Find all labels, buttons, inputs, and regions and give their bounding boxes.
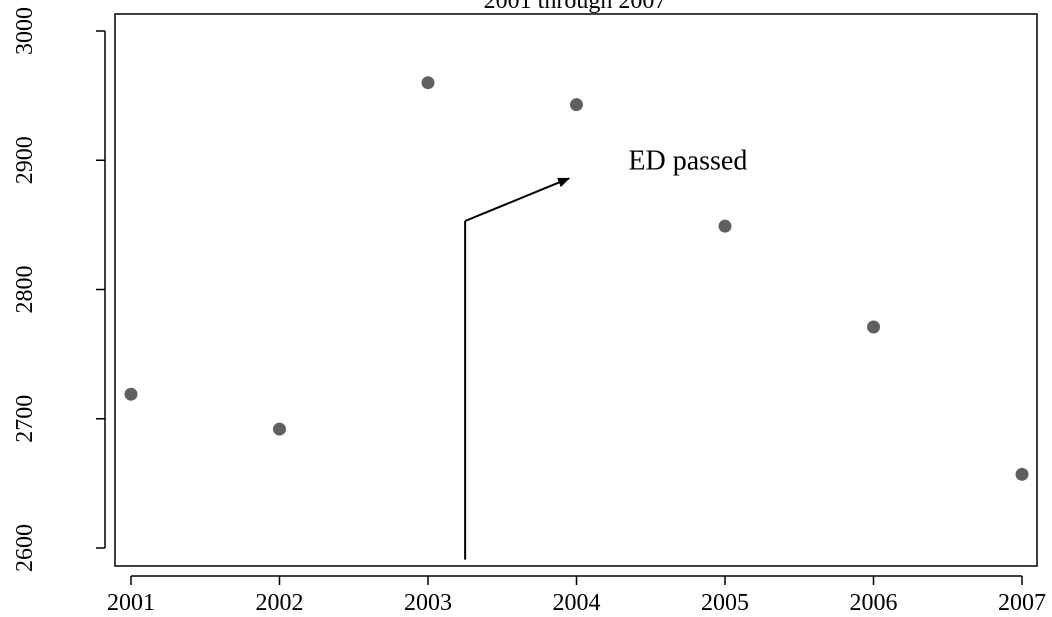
annotation: ED passed xyxy=(464,145,747,560)
y-tick-label: 2900 xyxy=(12,136,38,184)
x-tick-label: 2004 xyxy=(553,590,601,616)
x-axis: 2001 2002 2003 2004 2005 2006 2007 xyxy=(107,575,1046,616)
data-point xyxy=(273,422,286,436)
chart-title: 2001 through 2007 xyxy=(484,0,667,14)
data-point xyxy=(867,320,880,334)
x-tick-label: 2006 xyxy=(850,590,898,616)
x-tick-label: 2001 xyxy=(107,590,155,616)
data-point xyxy=(570,98,583,112)
x-tick-label: 2007 xyxy=(998,590,1046,616)
data-point xyxy=(124,387,138,401)
y-tick-label: 2800 xyxy=(12,266,38,314)
y-tick-label: 3000 xyxy=(12,7,38,55)
x-tick-label: 2005 xyxy=(701,590,749,616)
annotation-label: ED passed xyxy=(628,145,747,176)
y-axis: 2600 2700 2800 2900 3000 xyxy=(12,7,106,572)
x-tick-label: 2002 xyxy=(256,590,304,616)
x-tick-label: 2003 xyxy=(404,590,452,616)
data-point xyxy=(421,76,435,90)
annotation-arrow xyxy=(464,177,571,222)
y-tick-label: 2600 xyxy=(12,524,38,572)
plot-frame xyxy=(114,13,1038,567)
data-point xyxy=(1015,467,1029,481)
data-points xyxy=(124,76,1029,481)
y-tick-label: 2700 xyxy=(12,395,38,443)
data-point xyxy=(718,219,732,233)
